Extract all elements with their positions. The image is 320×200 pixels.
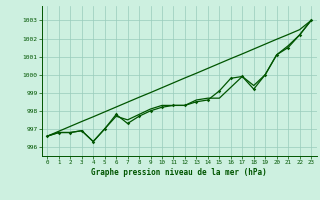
X-axis label: Graphe pression niveau de la mer (hPa): Graphe pression niveau de la mer (hPa) xyxy=(91,168,267,177)
